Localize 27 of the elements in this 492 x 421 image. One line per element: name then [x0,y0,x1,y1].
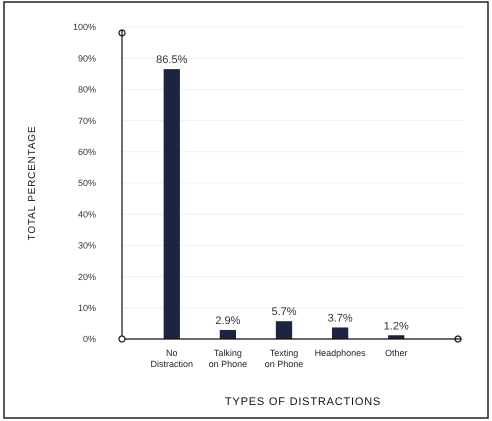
x-tick-label: Talking on Phone [208,348,248,369]
y-tick-label: 10% [78,302,96,313]
y-tick-label: 0% [82,334,96,344]
x-tick-label: Texting on Phone [264,348,304,369]
y-tick-label: 40% [78,209,96,220]
y-tick-label: 90% [78,53,96,64]
data-label: 2.9% [215,314,241,327]
x-axis-title: TYPES OF DISTRACTIONS [224,396,382,408]
y-tick-label: 50% [78,178,96,188]
data-label: 1.2% [384,320,409,332]
y-tick-label: 20% [78,272,96,282]
y-tick-label: 100% [72,22,96,32]
y-tick-label: 80% [78,84,96,95]
bar [332,327,348,339]
data-label: 86.5% [156,54,188,66]
x-tick-label: Other [384,348,408,358]
x-tick-label: Headphones [314,348,366,358]
data-label: 5.7% [271,306,297,318]
y-tick-label: 30% [78,240,96,251]
data-label: 3.7% [328,312,353,324]
y-axis-title: TOTAL PERCENTAGE [27,126,38,240]
y-tick-label: 60% [78,146,96,157]
bar [220,330,236,339]
bar [276,321,292,339]
y-tick-label: 70% [78,116,96,126]
bar [164,69,180,339]
x-tick-label: No Distraction [150,348,194,369]
